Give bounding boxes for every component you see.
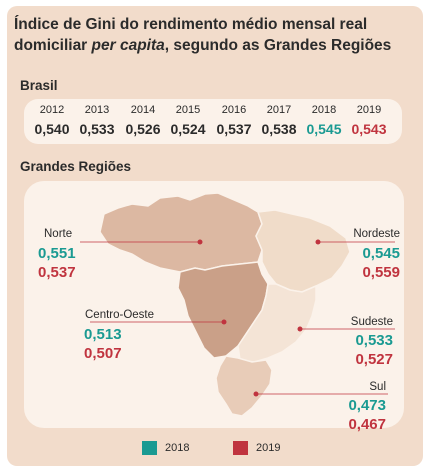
region-name-sul: Sul [369, 381, 386, 393]
gini-value: 0,524 [170, 121, 206, 137]
marker-sudeste [297, 326, 303, 332]
regions-heading: Grandes Regiões [20, 159, 132, 174]
region-name-norte: Norte [44, 228, 73, 240]
gini-value: 0,533 [79, 121, 115, 137]
title-line-2-prefix: domiciliar [14, 37, 92, 54]
year-label: 2014 [130, 104, 156, 116]
map-region-norte [99, 192, 263, 273]
map-region-sul [215, 355, 273, 417]
title-line-2-suffix: , segundo as Grandes Regiões [164, 37, 392, 54]
brasil-heading: Brasil [20, 78, 58, 93]
region-value-2018-sul: 0,473 [348, 397, 386, 414]
region-value-2019-nordeste: 0,559 [362, 264, 400, 281]
region-name-centro-oeste: Centro-Oeste [85, 309, 155, 321]
region-value-2019-norte: 0,537 [38, 264, 76, 281]
legend-label-2018: 2018 [165, 442, 190, 454]
legend-label-2019: 2019 [256, 442, 281, 454]
year-label: 2018 [311, 104, 337, 116]
marker-norte [197, 239, 203, 245]
region-value-2019-centro-oeste: 0,507 [84, 345, 122, 362]
map-region-sudeste [237, 283, 317, 363]
title-line-1: Índice de Gini do rendimento médio mensa… [14, 16, 368, 33]
marker-centro-oeste [221, 319, 227, 325]
region-value-2018-nordeste: 0,545 [362, 245, 400, 262]
gini-value: 0,526 [125, 121, 161, 137]
region-value-2018-norte: 0,551 [38, 245, 76, 262]
region-value-2019-sul: 0,467 [348, 416, 386, 433]
year-label: 2013 [84, 104, 110, 116]
region-name-sudeste: Sudeste [350, 316, 393, 328]
region-value-2018-centro-oeste: 0,513 [84, 326, 122, 343]
year-label: 2012 [39, 104, 65, 116]
year-label: 2015 [175, 104, 201, 116]
legend-swatch-2019 [233, 441, 248, 455]
marker-nordeste [315, 239, 321, 245]
region-value-2019-sudeste: 0,527 [355, 351, 393, 368]
gini-value-2019: 0,543 [351, 121, 387, 137]
page-title: Índice de Gini do rendimento médio mensa… [14, 14, 414, 56]
marker-sul [253, 391, 259, 397]
gini-value: 0,540 [34, 121, 70, 137]
legend-swatch-2018 [142, 441, 157, 455]
gini-value: 0,538 [261, 121, 297, 137]
region-value-2018-sudeste: 0,533 [355, 332, 393, 349]
title-italic: per capita [91, 37, 165, 54]
year-label: 2017 [266, 104, 292, 116]
region-name-nordeste: Nordeste [353, 228, 400, 240]
brasil-panel [24, 99, 402, 144]
year-label: 2019 [356, 104, 382, 116]
gini-value-2018: 0,545 [306, 121, 342, 137]
gini-value: 0,537 [216, 121, 252, 137]
year-label: 2016 [221, 104, 247, 116]
